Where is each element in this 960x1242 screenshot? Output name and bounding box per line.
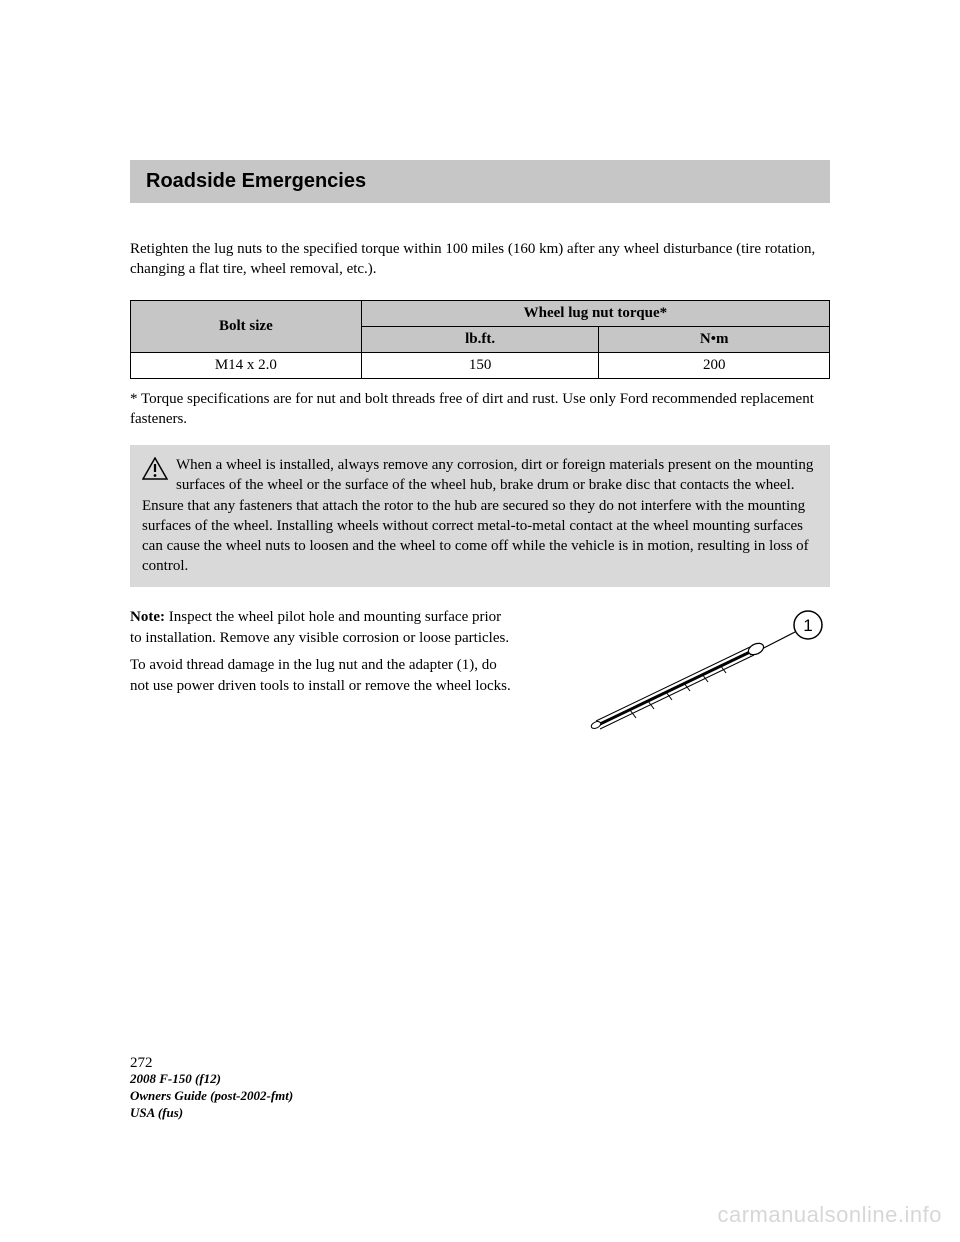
td-bolt-size: M14 x 2.0	[131, 352, 362, 378]
watermark: carmanualsonline.info	[717, 1202, 942, 1228]
td-nm: 200	[599, 352, 830, 378]
section-header: Roadside Emergencies	[130, 160, 830, 203]
th-torque: Wheel lug nut torque*	[361, 300, 829, 326]
footer-line-3: USA (fus)	[130, 1105, 293, 1122]
footer-line-2: Owners Guide (post-2002-fmt)	[130, 1088, 293, 1105]
warning-triangle-icon	[142, 457, 168, 481]
warning-text: When a wheel is installed, always remove…	[142, 457, 813, 574]
adapter-diagram: 1	[522, 607, 830, 742]
content-row: Note: Inspect the wheel pilot hole and m…	[130, 607, 830, 742]
adapter-tool-icon	[590, 641, 765, 730]
intro-paragraph: Retighten the lug nuts to the specified …	[130, 239, 830, 280]
th-bolt-size: Bolt size	[131, 300, 362, 352]
footer-line-1: 2008 F-150 (f12)	[130, 1071, 293, 1088]
td-lbft: 150	[361, 352, 599, 378]
post-warning-text: Note: Inspect the wheel pilot hole and m…	[130, 607, 512, 697]
section-title: Roadside Emergencies	[146, 170, 814, 193]
footer: 2008 F-150 (f12) Owners Guide (post-2002…	[130, 1071, 293, 1122]
torque-table: Bolt size Wheel lug nut torque* lb.ft. N…	[130, 300, 830, 379]
warning-box: When a wheel is installed, always remove…	[130, 445, 830, 587]
table-footnote: * Torque specifications are for nut and …	[130, 389, 830, 430]
diagram-label: 1	[803, 616, 812, 635]
th-nm: N•m	[599, 326, 830, 352]
page-number: 272	[130, 1055, 153, 1072]
th-lbft: lb.ft.	[361, 326, 599, 352]
